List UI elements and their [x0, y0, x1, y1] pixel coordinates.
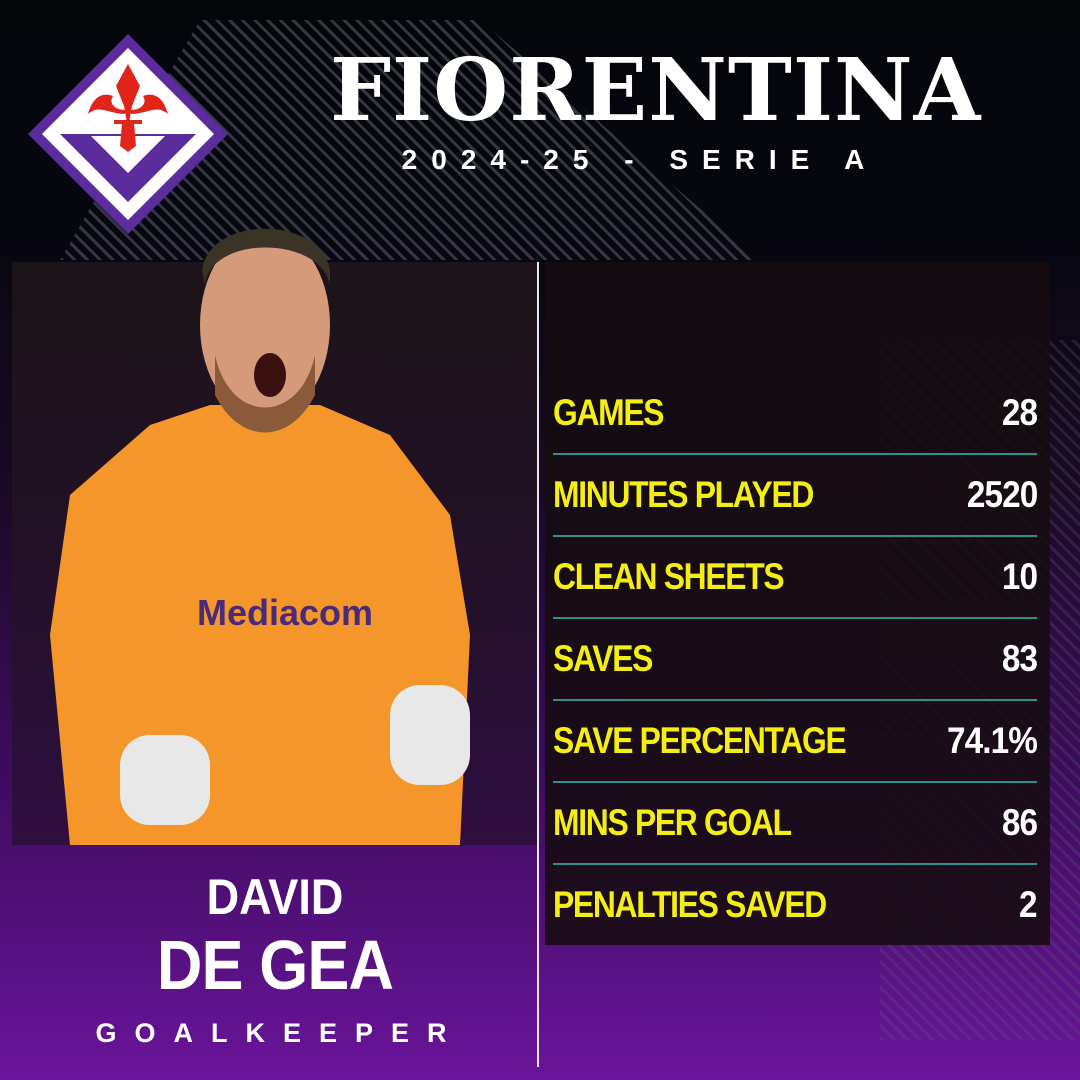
stat-label: MINS PER GOAL	[553, 802, 792, 843]
team-title: FIORENTINA	[330, 40, 982, 141]
fiorentina-logo	[28, 34, 228, 234]
stat-divider	[553, 863, 1037, 865]
stat-label: SAVES	[553, 638, 653, 679]
stat-divider	[553, 781, 1037, 783]
stat-value: 2520	[966, 474, 1038, 515]
stat-value: 83	[1001, 638, 1038, 679]
divider-line	[537, 262, 539, 1067]
stat-divider	[553, 617, 1037, 619]
stat-value: 86	[1001, 802, 1038, 843]
stat-value: 10	[1001, 556, 1038, 597]
stat-value: 74.1%	[947, 720, 1038, 761]
player-photo: Mediacom	[50, 228, 470, 845]
stat-row: MINUTES PLAYED 2520	[553, 454, 1038, 536]
stats-table: GAMES 28 MINUTES PLAYED 2520 CLEAN SHEETS 10 S…	[545, 262, 1050, 945]
stat-divider	[553, 453, 1037, 455]
stat-value: 2	[1019, 884, 1038, 925]
stat-row: PENALTIES SAVED 2	[553, 864, 1038, 946]
stat-row: CLEAN SHEETS 10	[553, 536, 1038, 618]
fleur-de-lis-icon	[88, 64, 168, 152]
stat-row: GAMES 28	[553, 372, 1038, 454]
svg-text:Mediacom: Mediacom	[197, 592, 373, 633]
player-last-name: DE GEA	[156, 926, 394, 1004]
stat-row: MINS PER GOAL 86	[553, 782, 1038, 864]
stat-value: 28	[1001, 392, 1038, 433]
stat-label: PENALTIES SAVED	[553, 884, 827, 925]
stat-row: SAVE PERCENTAGE 74.1%	[553, 700, 1038, 782]
stat-divider	[553, 535, 1037, 537]
stat-label: MINUTES PLAYED	[553, 474, 814, 515]
player-first-name: DAVID	[206, 869, 344, 925]
stat-divider	[553, 699, 1037, 701]
stat-row: SAVES 83	[553, 618, 1038, 700]
player-position: GOALKEEPER	[95, 1018, 465, 1048]
stat-label: GAMES	[553, 392, 665, 433]
stat-label: SAVE PERCENTAGE	[553, 720, 847, 761]
season-subtitle: 2024-25 - SERIE A	[401, 144, 879, 175]
stat-label: CLEAN SHEETS	[553, 556, 785, 597]
